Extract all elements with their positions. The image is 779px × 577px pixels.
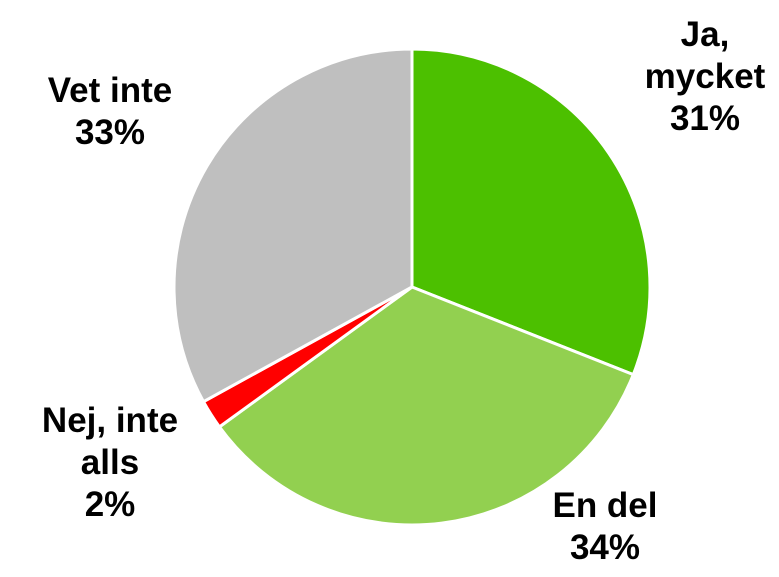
category-label: Nej, inte alls xyxy=(41,401,179,482)
slice-label: Ja, mycket 31% xyxy=(620,14,779,140)
category-label: Vet inte xyxy=(47,71,173,110)
category-label: En del xyxy=(552,486,658,525)
value-label: 2% xyxy=(84,485,136,524)
pie-slice xyxy=(217,285,636,527)
pie-slice xyxy=(410,47,652,377)
slice-label: Nej, inte alls 2% xyxy=(10,400,210,526)
pie-slice xyxy=(172,47,414,404)
category-label: Ja, mycket xyxy=(644,15,766,96)
slice-label: Vet inte 33% xyxy=(10,70,210,154)
value-label: 31% xyxy=(669,99,741,138)
value-label: 34% xyxy=(569,528,641,567)
value-label: 33% xyxy=(74,113,146,152)
slice-label: En del 34% xyxy=(530,485,680,569)
